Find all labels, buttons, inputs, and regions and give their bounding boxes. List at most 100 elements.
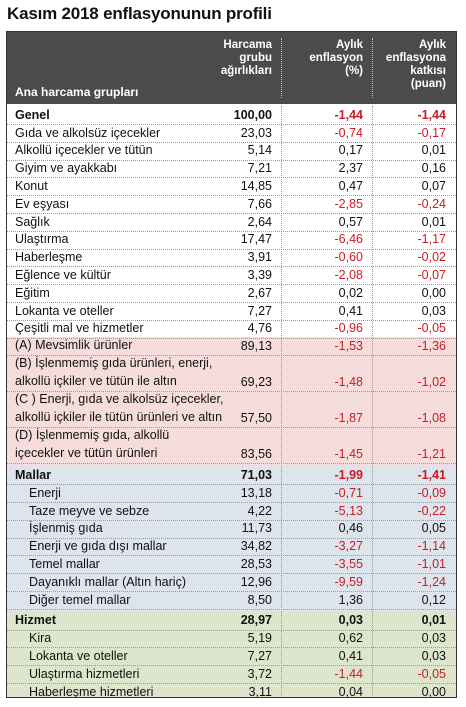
table-row: Alkollü içecekler ve tütün 5,14 0,17 0,01 [7, 142, 456, 160]
value-cell: 3,72 [247, 666, 272, 681]
value-cell: 0,00 [421, 684, 446, 698]
header-contribution: Aylık enflasyona katkısı (puan) [386, 39, 446, 91]
value-cell: 0,04 [338, 684, 363, 698]
row-label: Eğitim [15, 285, 50, 300]
value-cell: 83,56 [240, 447, 272, 462]
value-cell: 7,21 [247, 161, 272, 176]
value-cell: -0,96 [334, 321, 364, 336]
table-row: Kira 5,19 0,62 0,03 [7, 629, 456, 647]
value-cell: 0,41 [338, 649, 363, 664]
value-cell: 34,82 [240, 539, 272, 554]
table-row: (C ) Enerji, gıda ve alkolsüz içecekler,… [7, 391, 456, 427]
value-cell: 0,03 [338, 613, 363, 628]
row-divider [7, 284, 456, 286]
header-monthly-line: Aylık [335, 39, 363, 51]
value-cell: 3,39 [247, 268, 272, 283]
value-cell: -1,41 [417, 468, 447, 483]
row-divider [7, 629, 456, 631]
row-label-line: (C ) Enerji, gıda ve alkolsüz içecekler, [15, 392, 224, 407]
header-contribution-line: enflasyona [385, 52, 446, 64]
row-divider [7, 537, 456, 539]
value-cell: 0,07 [421, 179, 446, 194]
row-label: Diğer temel mallar [29, 592, 131, 607]
value-cell: 5,14 [247, 143, 272, 158]
value-cell: 7,27 [247, 649, 272, 664]
header-weight-line: grubu [239, 52, 272, 64]
value-cell: 0,03 [421, 631, 446, 646]
row-divider [7, 591, 456, 592]
table-row: (A) Mevsimlik ürünler 89,13 -1,53 -1,36 [7, 337, 456, 355]
table-row: Haberleşme 3,91 -0,60 -0,02 [7, 248, 456, 266]
row-label-line: (B) İşlenmemiş gıda ürünleri, enerji, [15, 356, 213, 371]
value-cell: 23,03 [240, 125, 272, 140]
row-divider [7, 463, 456, 465]
value-cell: -0,60 [334, 250, 364, 265]
value-cell: 17,47 [240, 232, 272, 247]
table-row: Ulaştırma 17,47 -6,46 -1,17 [7, 231, 456, 249]
row-label: Lokanta ve oteller [29, 649, 128, 664]
table-row: Eğlence ve kültür 3,39 -2,08 -0,07 [7, 266, 456, 284]
value-cell: 8,50 [247, 592, 272, 607]
row-divider [7, 484, 456, 486]
value-cell: -0,71 [334, 485, 364, 500]
value-cell: 0,03 [421, 649, 446, 664]
table-row: Konut 14,85 0,47 0,07 [7, 177, 456, 195]
row-label-line: (A) Mevsimlik ürünler [15, 338, 133, 353]
row-label: Gıda ve alkolsüz içecekler [15, 125, 161, 140]
value-cell: -0,09 [417, 485, 447, 500]
row-label: Dayanıklı mallar (Altın hariç) [29, 574, 186, 589]
table-row: Mallar 71,03 -1,99 -1,41 [7, 466, 456, 484]
row-label-line: alkollü içkiler ve tütün ile altın [15, 373, 177, 388]
value-cell: 0,57 [338, 214, 363, 229]
value-cell: 2,37 [338, 161, 363, 176]
value-cell: 0,01 [421, 613, 446, 628]
header-weight: Harcama grubu ağırlıkları [221, 39, 272, 78]
table-row: Lokanta ve oteller 7,27 0,41 0,03 [7, 302, 456, 320]
value-cell: -9,59 [334, 574, 364, 589]
value-cell: -3,27 [334, 539, 364, 554]
value-cell: 5,19 [247, 631, 272, 646]
row-label-line: (D) İşlenmemiş gıda, alkollü [15, 428, 170, 443]
table-row: Giyim ve ayakkabı 7,21 2,37 0,16 [7, 159, 456, 177]
value-cell: 4,76 [247, 321, 272, 336]
row-label: (C ) Enerji, gıda ve alkolsüz içecekler,… [15, 391, 223, 426]
value-cell: 89,13 [240, 339, 272, 354]
value-cell: 57,50 [240, 411, 272, 426]
value-cell: 3,91 [247, 250, 272, 265]
value-cell: 4,22 [247, 503, 272, 518]
value-cell: 100,00 [233, 107, 272, 122]
value-cell: -1,48 [334, 375, 364, 390]
value-cell: -0,05 [417, 321, 447, 336]
value-cell: -2,85 [334, 196, 364, 211]
value-cell: -1,44 [334, 666, 364, 681]
row-label: Lokanta ve oteller [15, 303, 114, 318]
table-row: Diğer temel mallar 8,50 1,36 0,12 [7, 591, 456, 609]
header-monthly-line: (%) [345, 65, 363, 77]
value-cell: 12,96 [240, 574, 272, 589]
row-divider [7, 195, 456, 197]
row-label: İşlenmiş gıda [29, 521, 103, 536]
row-divider [7, 177, 456, 179]
row-label: Ev eşyası [15, 196, 70, 211]
row-divider [7, 213, 456, 214]
value-cell: 3,11 [248, 684, 272, 698]
value-cell: -1,08 [417, 411, 447, 426]
row-divider [7, 427, 456, 429]
table-row: Hizmet 28,97 0,03 0,01 [7, 612, 456, 630]
page-title: Kasım 2018 enflasyonunun profili [7, 4, 272, 23]
table-row: Gıda ve alkolsüz içecekler 23,03 -0,74 -0,1… [7, 124, 456, 142]
table-row: Taze meyve ve sebze 4,22 -5,13 -0,22 [7, 502, 456, 520]
table-row: (D) İşlenmemiş gıda, alkollü içecekler ve… [7, 427, 456, 463]
row-divider [7, 319, 456, 321]
value-cell: -0,24 [417, 196, 447, 211]
value-cell: 2,67 [247, 285, 272, 300]
value-cell: -1,24 [417, 574, 447, 589]
value-cell: 28,53 [240, 557, 272, 572]
value-cell: -1,36 [417, 339, 447, 354]
row-label: Taze meyve ve sebze [29, 503, 150, 518]
row-label-line: içecekler ve tütün ürünleri [15, 445, 158, 460]
row-label: Haberleşme hizmetleri [29, 684, 154, 698]
value-cell: -1,99 [334, 468, 364, 483]
table-row: Ulaştırma hizmetleri 3,72 -1,44 -0,05 [7, 665, 456, 683]
value-cell: 0,00 [421, 285, 446, 300]
